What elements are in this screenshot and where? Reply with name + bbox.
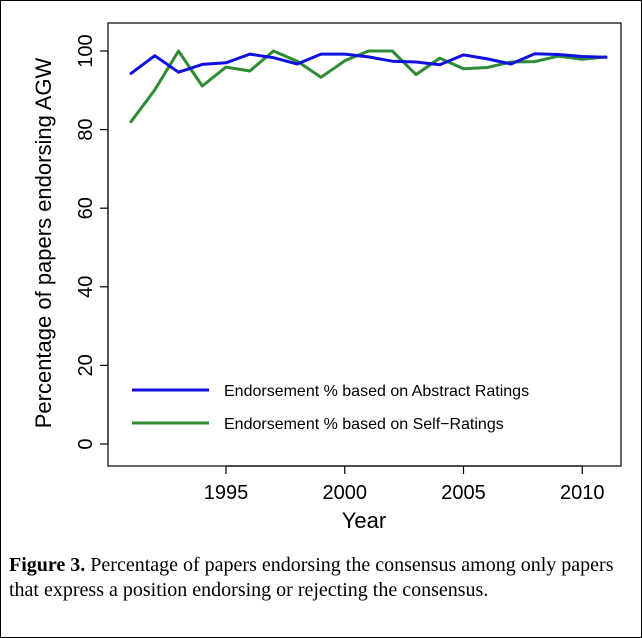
series-group (129, 49, 608, 124)
y-tick-label-60: 60 (75, 197, 97, 219)
x-axis-title: Year (342, 508, 386, 533)
y-tick-label-0: 0 (75, 438, 97, 449)
x-tick-label-2010: 2010 (560, 482, 605, 504)
legend-label-self: Endorsement % based on Self−Ratings (224, 416, 504, 433)
y-tick-label-20: 20 (75, 354, 97, 376)
y-tick-label-80: 80 (75, 118, 97, 140)
caption-label: Figure 3. (9, 554, 86, 576)
y-tick-label-100: 100 (75, 34, 97, 67)
legend: Endorsement % based on Abstract Ratings … (132, 383, 529, 433)
figure-caption: Figure 3. Percentage of papers endorsing… (9, 553, 629, 603)
series-line-self (129, 49, 608, 124)
x-tick-label-2000: 2000 (323, 482, 368, 504)
y-tick-label-40: 40 (75, 276, 97, 298)
caption-text: Percentage of papers endorsing the conse… (9, 554, 614, 601)
y-axis-title: Percentage of papers endorsing AGW (31, 57, 56, 428)
y-axis: 0 20 40 60 80 100 (75, 34, 109, 450)
x-axis: 1995 2000 2005 2010 (204, 465, 605, 504)
series-line-abstract (129, 52, 608, 75)
line-chart: 0 20 40 60 80 100 1995 2000 2005 2010 Year Perce… (31, 22, 622, 533)
x-tick-label-2005: 2005 (441, 482, 486, 504)
x-tick-label-1995: 1995 (204, 482, 249, 504)
legend-label-abstract: Endorsement % based on Abstract Ratings (224, 383, 529, 400)
